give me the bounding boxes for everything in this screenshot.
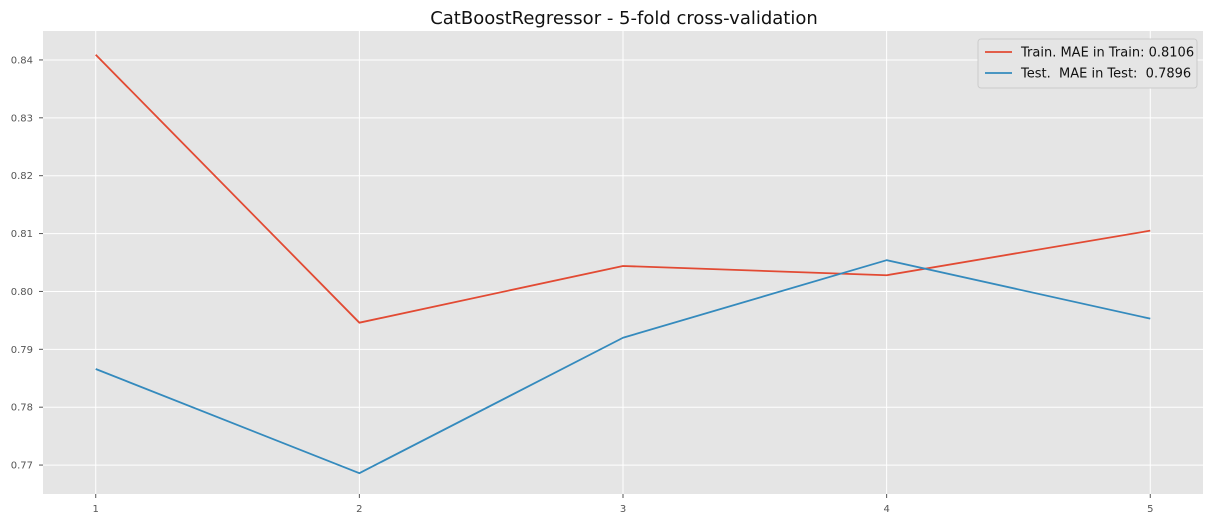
legend-label-train: Train. MAE in Train: 0.8106 [1020,46,1194,61]
x-tick-label: 2 [356,504,362,515]
y-tick-label: 0.82 [11,171,33,182]
legend-box [977,38,1198,89]
series-lines [95,54,1151,475]
y-tick-label: 0.78 [11,403,33,414]
y-tick-label: 0.84 [11,55,33,66]
y-tick-label: 0.81 [11,229,33,240]
x-tick-label: 4 [883,504,889,515]
x-tick-label: 1 [93,504,99,515]
grid [43,31,1203,494]
y-tick-label: 0.79 [11,345,33,356]
x-tick-label: 3 [620,504,626,515]
legend-label-test: Test. MAE in Test: 0.7896 [1020,67,1191,82]
y-tick-label: 0.80 [11,287,33,298]
y-axis: 0.77 0.78 0.79 0.80 0.81 0.82 0.83 0.84 [11,55,43,472]
legend: Train. MAE in Train: 0.8106 Test. MAE in … [977,38,1198,89]
y-tick-label: 0.77 [11,461,33,472]
x-tick-label: 5 [1147,504,1153,515]
x-axis: 1 2 3 4 5 [93,494,1153,515]
y-tick-label: 0.83 [11,113,33,124]
chart-title: CatBoostRegressor - 5-fold cross-validat… [430,8,818,29]
